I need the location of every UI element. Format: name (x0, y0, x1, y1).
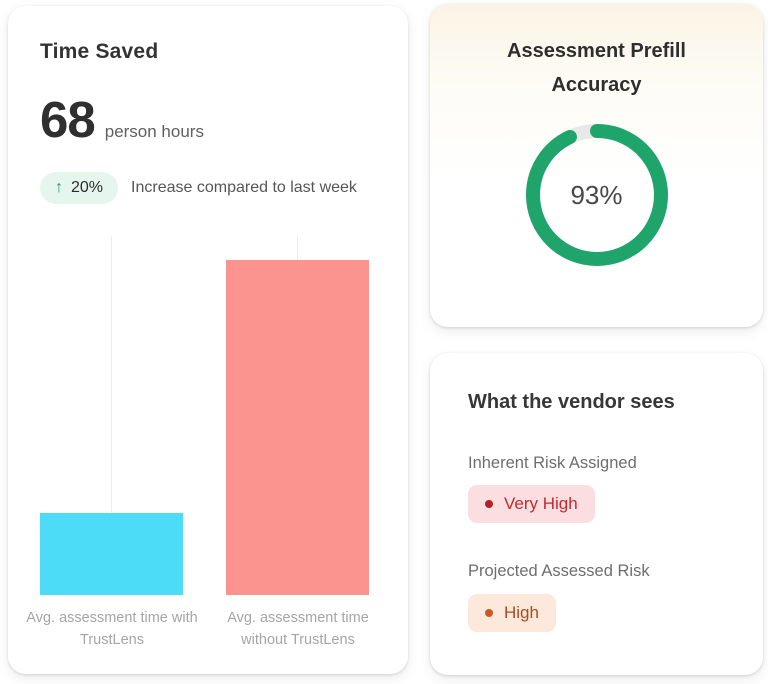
accuracy-card: Assessment Prefill Accuracy 93% (430, 4, 763, 327)
projected-risk-badge: High (468, 594, 556, 632)
change-badge: ↑ 20% (40, 172, 119, 204)
vendor-card: What the vendor sees Inherent Risk Assig… (430, 353, 763, 675)
bar-with-trustlens (40, 513, 183, 595)
metric-value: 68 (40, 91, 96, 148)
accuracy-title: Assessment Prefill Accuracy (430, 4, 763, 102)
change-row: ↑ 20% Increase compared to last week (40, 172, 357, 204)
inherent-risk-value: Very High (504, 494, 578, 513)
arrow-up-icon: ↑ (55, 179, 63, 196)
vendor-title: What the vendor sees (468, 391, 675, 413)
inherent-risk-badge: Very High (468, 485, 595, 523)
change-percent: 20% (71, 179, 104, 196)
donut-chart: 93% (525, 124, 668, 266)
donut-percent-label: 93% (570, 179, 623, 210)
metric-unit: person hours (104, 122, 204, 141)
projected-risk-value: High (504, 603, 539, 622)
status-dot-icon (485, 609, 493, 617)
change-caption: Increase compared to last week (131, 179, 357, 196)
status-dot-icon (485, 500, 493, 508)
accuracy-title-line1: Assessment Prefill (507, 40, 686, 62)
bar-label-with-trustlens: Avg. assessment time with TrustLens (26, 610, 198, 649)
bar-label-without-trustlens: Avg. assessment time without TrustLens (227, 610, 369, 649)
donut-svg (525, 124, 668, 266)
accuracy-title-line2: Accuracy (551, 74, 642, 96)
time-saved-card: Time Saved 68 person hours ↑ 20% Increas… (8, 6, 408, 674)
bar-without-trustlens (226, 260, 369, 595)
bar-chart (40, 236, 376, 595)
time-saved-title: Time Saved (40, 40, 159, 63)
time-saved-metric: 68 person hours (40, 94, 204, 145)
inherent-risk-label: Inherent Risk Assigned (468, 454, 637, 472)
projected-risk-label: Projected Assessed Risk (468, 562, 650, 580)
gridline (111, 236, 112, 595)
